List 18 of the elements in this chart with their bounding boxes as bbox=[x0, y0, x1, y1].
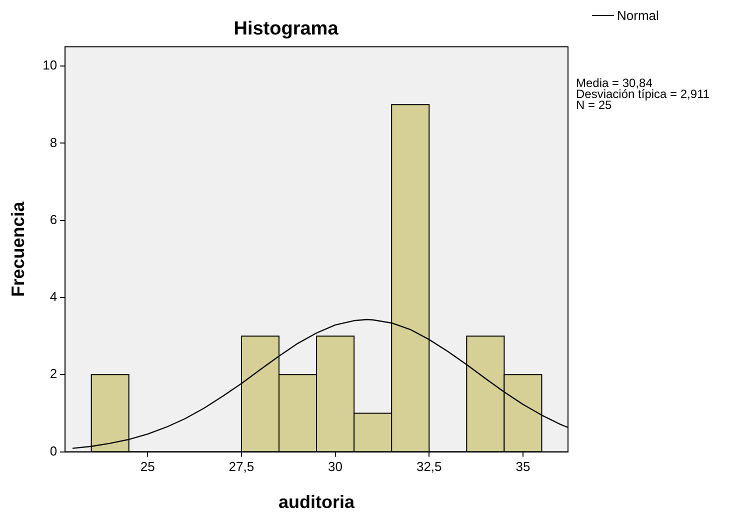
x-tick-label: 25 bbox=[140, 459, 155, 474]
y-tick-label: 10 bbox=[42, 58, 58, 73]
x-tick-label: 30 bbox=[328, 459, 343, 474]
legend-label: Normal bbox=[617, 8, 659, 23]
text: Media = 30,84 bbox=[576, 76, 652, 90]
x-axis-title: auditoria bbox=[278, 492, 356, 512]
y-tick-label: 6 bbox=[50, 212, 58, 227]
y-tick-label: 2 bbox=[50, 366, 58, 382]
y-tick-label: 4 bbox=[50, 289, 58, 304]
x-tick-label: 27,5 bbox=[228, 459, 254, 474]
text: N = 25 bbox=[576, 98, 612, 112]
text: Desviación típica = 2,911 bbox=[576, 87, 710, 101]
chart-title: Histograma bbox=[234, 18, 339, 40]
y-tick-label: 8 bbox=[50, 134, 58, 150]
y-tick-label: 0 bbox=[50, 443, 58, 458]
x-tick-label: 35 bbox=[516, 459, 530, 474]
y-axis-title: Frecuencia bbox=[8, 200, 28, 297]
x-tick-label: 32,5 bbox=[416, 459, 442, 474]
